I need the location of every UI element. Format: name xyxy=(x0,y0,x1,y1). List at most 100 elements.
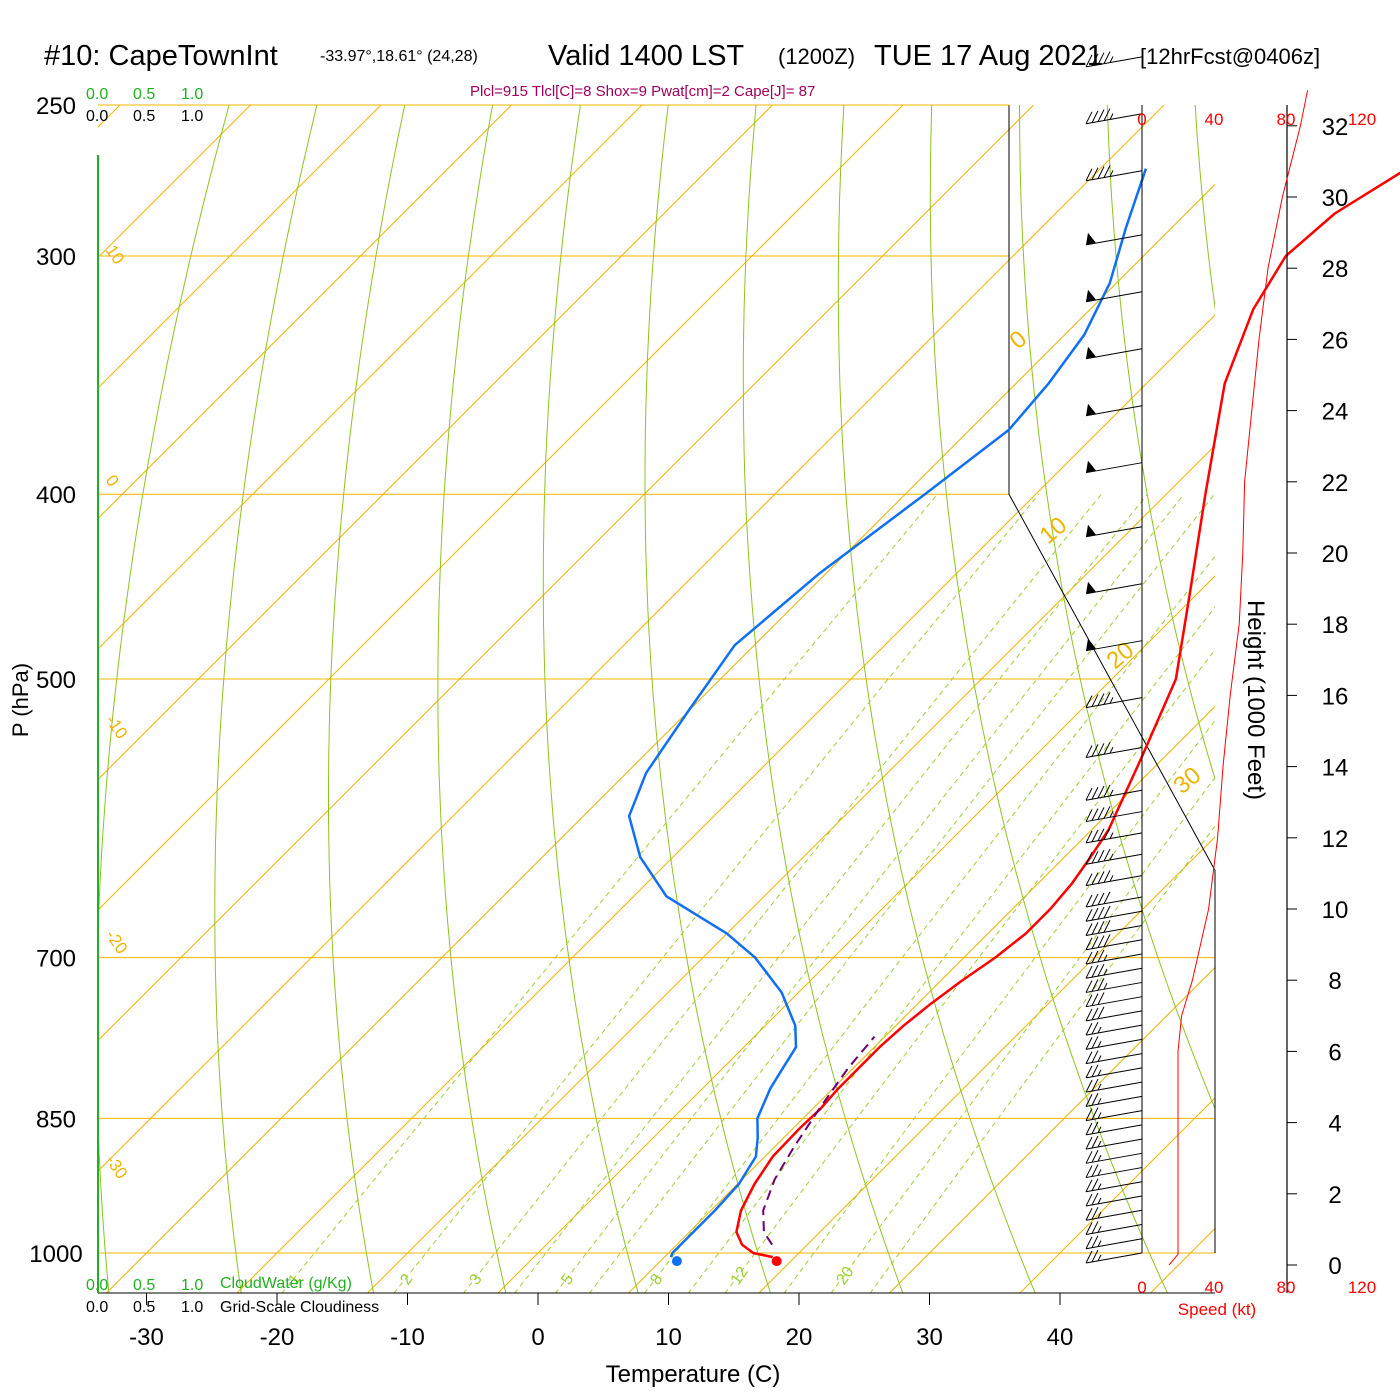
wind-barb-shaft xyxy=(1085,170,1143,182)
wind-barb-shaft xyxy=(1085,1124,1143,1136)
wind-barb xyxy=(1085,920,1143,936)
wind-barb-half xyxy=(1097,1169,1102,1176)
wind-barb-full xyxy=(1097,109,1105,122)
wind-barb-shaft xyxy=(1085,910,1143,922)
isotherm-line xyxy=(497,575,1215,1293)
wind-barb-full xyxy=(1085,852,1093,865)
isotherm-line xyxy=(98,105,1165,1172)
temperature-tick-label: 30 xyxy=(916,1324,943,1351)
wind-barb-full xyxy=(1097,743,1105,756)
wind-barb xyxy=(1085,524,1143,538)
wind-barb-shaft xyxy=(1085,1181,1143,1193)
cloudwater-scale-top-0: 0.0 xyxy=(86,86,109,103)
wind-barb-full xyxy=(1091,1150,1099,1163)
wind-barb-full xyxy=(1091,1093,1099,1106)
wind-barb-full xyxy=(1085,1022,1093,1036)
wind-barb-full xyxy=(1091,1221,1099,1234)
wind-barb-half xyxy=(1109,853,1114,861)
wind-barb-half xyxy=(1097,1069,1102,1076)
wind-barb xyxy=(1085,403,1143,417)
wind-barb-shaft xyxy=(1085,811,1143,823)
wind-barb-shaft xyxy=(1085,1224,1143,1236)
valid-time: Valid 1400 LST xyxy=(548,40,745,72)
wind-barb-half xyxy=(1109,832,1114,839)
wind-barb-full xyxy=(1091,1249,1099,1263)
mixing-ratio-line xyxy=(281,493,938,1293)
wind-barb xyxy=(1085,1249,1143,1264)
isotherm-line xyxy=(98,105,513,520)
wind-barb-full xyxy=(1091,1007,1099,1021)
wind-barb-full xyxy=(1103,806,1111,819)
wind-barb-full xyxy=(1097,871,1105,884)
wind-barb-full xyxy=(1091,1121,1099,1134)
isotherm-line xyxy=(236,314,1215,1293)
height-tick-label: 26 xyxy=(1322,327,1349,354)
wind-barb-shaft xyxy=(1085,1152,1143,1164)
wind-barb-full xyxy=(1091,110,1099,123)
isotherm-label: 0 xyxy=(102,471,123,490)
wind-barb-full xyxy=(1085,951,1093,965)
wind-barb-full xyxy=(1103,905,1111,919)
height-tick-label: 6 xyxy=(1328,1039,1341,1066)
mixing-ratio-line xyxy=(554,493,1185,1293)
wind-barb xyxy=(1085,581,1143,595)
wind-barb-shaft xyxy=(1085,348,1143,360)
wind-barb-shaft xyxy=(1085,640,1143,652)
height-tick-label: 24 xyxy=(1322,399,1349,426)
wind-barb-shaft xyxy=(1085,1167,1143,1179)
wind-barb-full xyxy=(1091,1064,1099,1078)
wind-barb-full xyxy=(1091,808,1099,821)
speed-tick-label-bottom: 80 xyxy=(1277,1278,1296,1297)
temperature-tick-label: 20 xyxy=(786,1324,813,1351)
wind-barb xyxy=(1085,1235,1143,1250)
axis-labels: 2503004005007008501000100-10-20-30010203… xyxy=(8,93,1206,1388)
wind-barb-full xyxy=(1091,1107,1099,1120)
wind-barb-half xyxy=(1109,811,1114,818)
isobar-lines xyxy=(98,104,1215,1254)
height-tick-label: 30 xyxy=(1322,185,1349,212)
wind-barb xyxy=(1085,806,1143,823)
wind-barb-full xyxy=(1097,963,1105,977)
wind-barb-full xyxy=(1085,1222,1093,1235)
wind-barb-half xyxy=(1097,1254,1102,1262)
isotherm-line xyxy=(758,836,1215,1293)
cloudiness-scale-bottom-2: 1.0 xyxy=(181,1299,204,1316)
temperature-tick-label: 10 xyxy=(655,1324,682,1351)
speed-tick-label-bottom: 40 xyxy=(1205,1278,1224,1297)
wind-barb-half xyxy=(1109,746,1114,754)
wind-barb-full xyxy=(1085,111,1093,125)
temperature-tick-label: -10 xyxy=(390,1324,425,1351)
cloudiness-label: Grid-Scale Cloudiness xyxy=(220,1299,380,1316)
isotherm-line xyxy=(105,183,1215,1293)
wind-barb-full xyxy=(1097,892,1105,906)
wind-barb-full xyxy=(1091,922,1099,935)
dry-adiabat-line xyxy=(1106,105,1215,781)
wind-barb-full xyxy=(1085,1165,1093,1178)
wind-barb-half xyxy=(1109,170,1114,177)
wind-barb-shaft xyxy=(1085,953,1143,965)
mixing-ratio-line xyxy=(393,493,1040,1293)
forecast-info: [12hrFcst@0406z] xyxy=(1140,44,1321,69)
dry-adiabat-line xyxy=(542,105,639,1293)
cloudwater-scale-top-1: 0.5 xyxy=(133,86,156,103)
speed-tick-label-top: 40 xyxy=(1205,110,1224,129)
wind-barb-full xyxy=(1097,1006,1105,1019)
wind-barb-shaft xyxy=(1085,1095,1143,1107)
wind-barb xyxy=(1085,1078,1143,1093)
wind-barb-shaft xyxy=(1085,939,1143,951)
wind-barb-full xyxy=(1097,52,1105,65)
wind-barb-flag xyxy=(1086,460,1096,473)
wind-barb-full xyxy=(1085,1179,1093,1193)
wind-speed-profile xyxy=(1168,90,1309,1266)
wind-barb-shaft xyxy=(1085,1038,1143,1050)
wind-barb xyxy=(1085,1006,1143,1022)
height-tick-label: 28 xyxy=(1322,256,1349,283)
parcel-profile xyxy=(762,1035,876,1246)
wind-barb xyxy=(1085,1064,1143,1079)
wind-barb-full xyxy=(1091,167,1099,180)
wind-barb-shaft xyxy=(1085,113,1143,125)
wind-barb-shaft xyxy=(1085,1252,1143,1264)
cloudwater-scale-bottom-2: 1.0 xyxy=(181,1277,204,1294)
wind-barb-full xyxy=(1085,168,1093,181)
wind-barb-full xyxy=(1103,692,1111,705)
